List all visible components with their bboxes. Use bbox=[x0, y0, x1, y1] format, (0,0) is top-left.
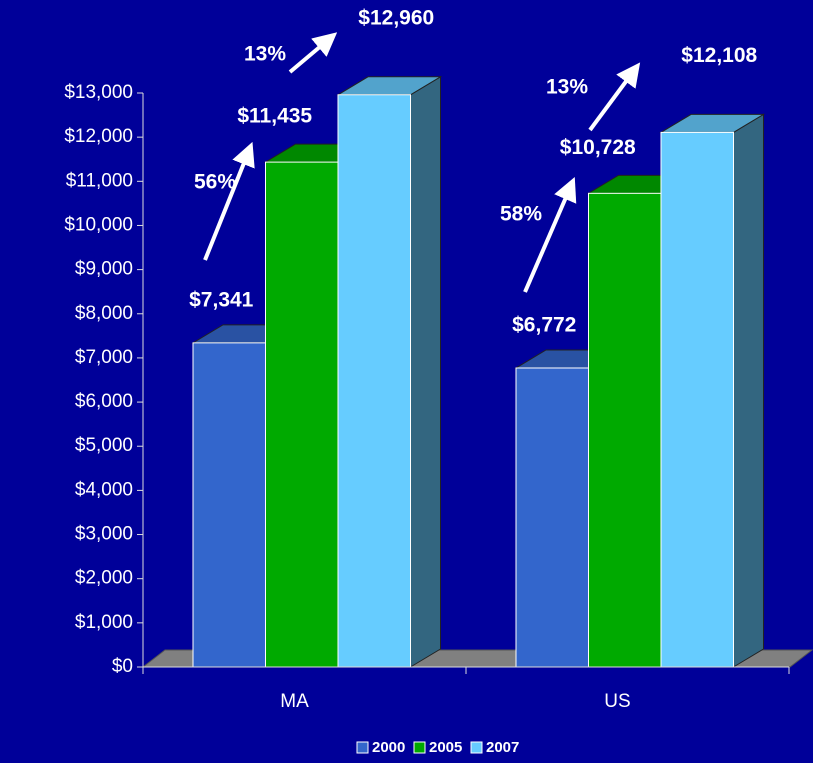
y-tick-label: $5,000 bbox=[75, 435, 133, 456]
bar bbox=[337, 94, 411, 668]
legend-swatch bbox=[413, 741, 426, 754]
arrows bbox=[203, 32, 641, 293]
data-label: $11,435 bbox=[237, 105, 312, 128]
y-tick-label: $13,000 bbox=[64, 82, 133, 103]
bar bbox=[192, 342, 266, 668]
annotation: 56% bbox=[194, 171, 236, 194]
bar bbox=[265, 161, 339, 668]
y-tick-label: $0 bbox=[112, 656, 133, 677]
arrow bbox=[203, 141, 255, 261]
data-label: $12,108 bbox=[681, 44, 757, 67]
arrow bbox=[523, 176, 577, 293]
y-tick-label: $8,000 bbox=[75, 303, 133, 324]
bar bbox=[588, 192, 662, 668]
y-tick-label: $1,000 bbox=[75, 612, 133, 633]
y-tick-label: $7,000 bbox=[75, 347, 133, 368]
x-tick-label: US bbox=[604, 691, 630, 712]
bar-side bbox=[733, 113, 764, 668]
y-tick-label: $3,000 bbox=[75, 524, 133, 545]
y-tick-label: $6,000 bbox=[75, 391, 133, 412]
bars bbox=[191, 75, 766, 668]
legend-label: 2005 bbox=[429, 739, 462, 756]
arrow bbox=[588, 62, 641, 132]
bar bbox=[515, 367, 589, 668]
annotation: 13% bbox=[244, 43, 286, 66]
legend-swatch bbox=[356, 741, 369, 754]
bar-side bbox=[410, 75, 441, 668]
y-tick-label: $2,000 bbox=[75, 568, 133, 589]
y-tick-label: $12,000 bbox=[64, 126, 133, 147]
data-label: $12,960 bbox=[358, 6, 434, 29]
arrow bbox=[288, 32, 338, 74]
y-tick-label: $11,000 bbox=[66, 170, 133, 191]
legend-swatch bbox=[470, 741, 483, 754]
annotation: 58% bbox=[500, 203, 542, 226]
data-label: $10,728 bbox=[560, 136, 636, 159]
bar bbox=[660, 131, 734, 668]
y-tick-label: $9,000 bbox=[75, 259, 133, 280]
x-tick-label: MA bbox=[280, 691, 309, 712]
legend-label: 2007 bbox=[486, 739, 519, 756]
data-label: $6,772 bbox=[512, 314, 576, 337]
y-tick-label: $4,000 bbox=[75, 479, 133, 500]
data-label: $7,341 bbox=[189, 288, 254, 311]
y-tick-label: $10,000 bbox=[64, 214, 133, 235]
legend-label: 2000 bbox=[372, 739, 405, 756]
annotation: 13% bbox=[546, 76, 588, 99]
